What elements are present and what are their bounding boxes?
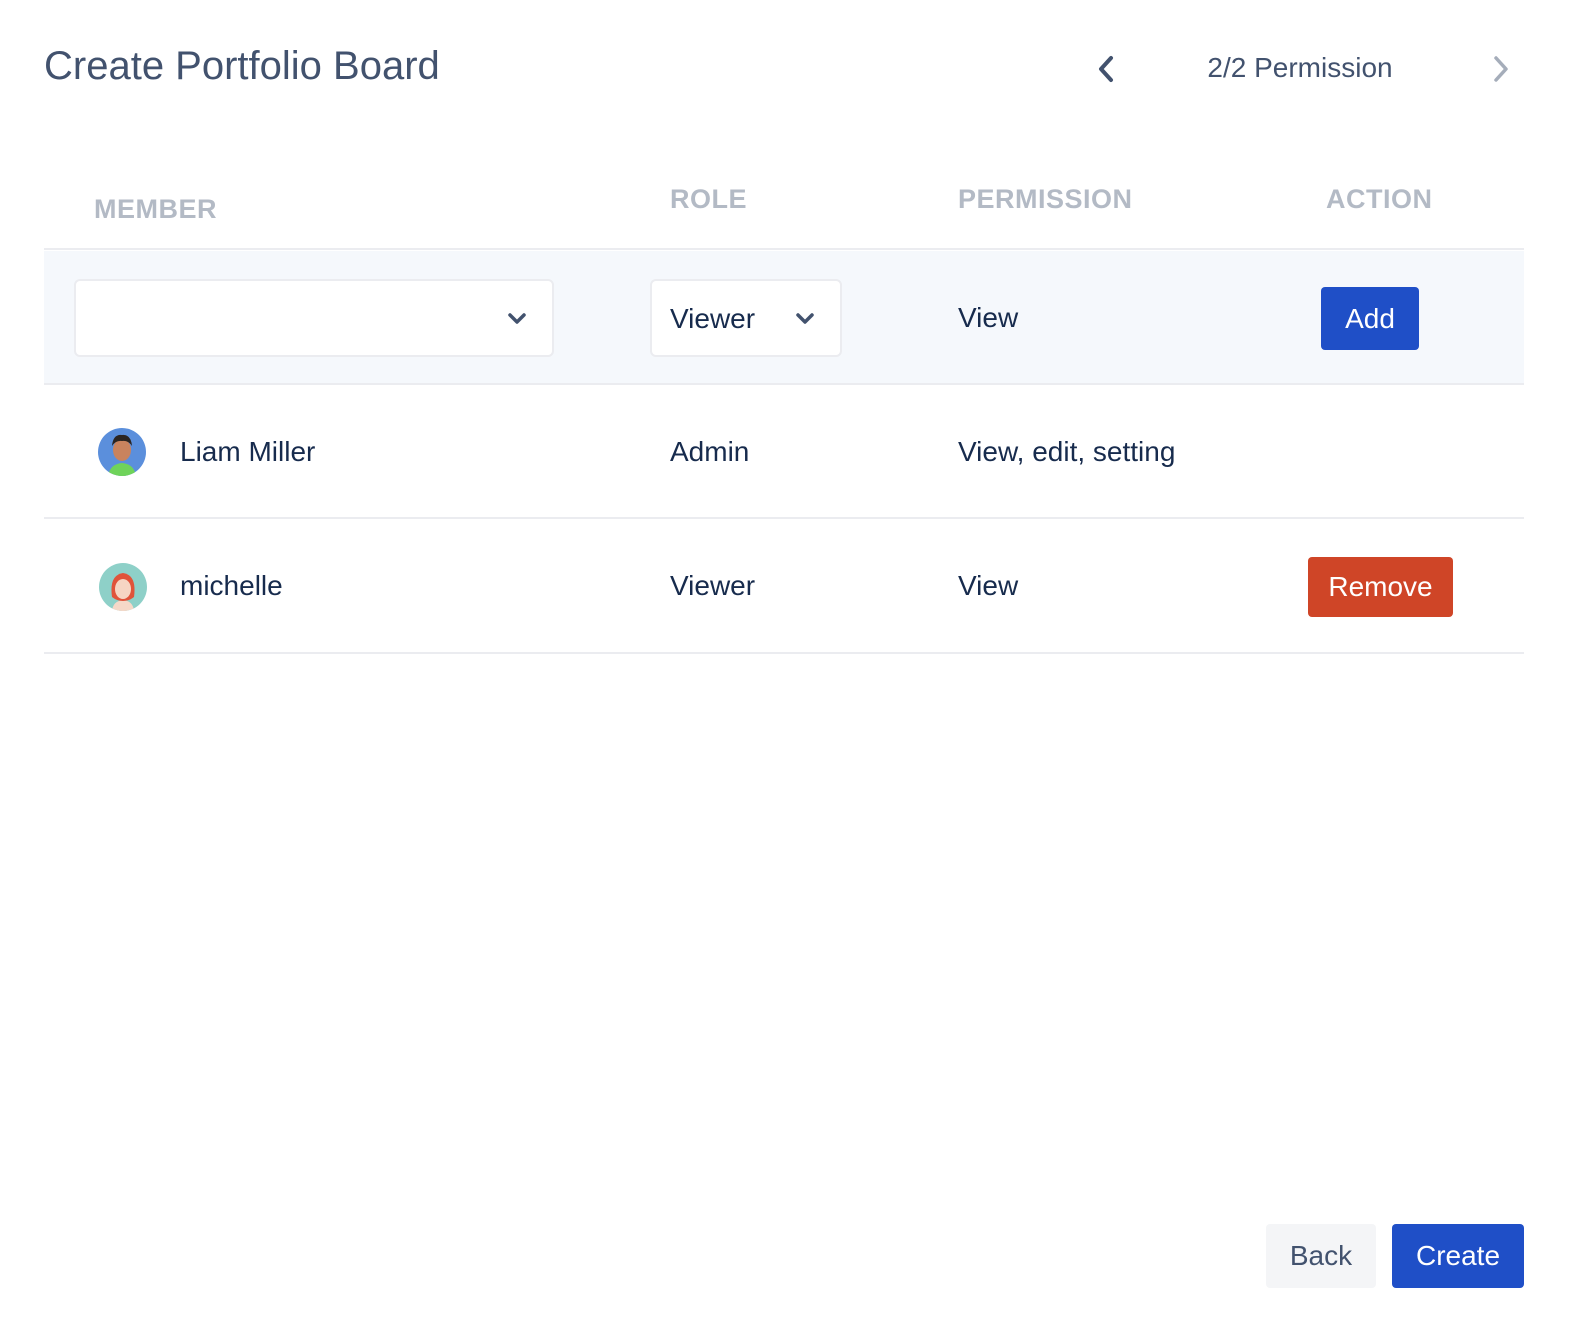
next-step-button[interactable] <box>1486 52 1516 86</box>
avatar <box>99 563 147 611</box>
column-header-role: ROLE <box>670 184 748 214</box>
back-button[interactable]: Back <box>1266 1224 1376 1288</box>
member-role: Admin <box>670 436 750 467</box>
previous-step-button[interactable] <box>1092 52 1122 86</box>
create-button[interactable]: Create <box>1392 1224 1524 1288</box>
role-select[interactable]: Viewer <box>650 279 842 357</box>
male-avatar-icon <box>108 434 136 476</box>
member-permission: View, edit, setting <box>958 436 1176 467</box>
role-select-value: Viewer <box>670 303 756 334</box>
column-header-permission: PERMISSION <box>958 184 1133 214</box>
page-title: Create Portfolio Board <box>44 44 440 88</box>
step-indicator: 2/2 Permission <box>1207 52 1393 83</box>
chevron-down-icon <box>508 313 526 324</box>
divider <box>44 248 1524 250</box>
column-header-action: ACTION <box>1326 184 1433 214</box>
chevron-right-icon <box>1494 56 1508 82</box>
chevron-down-icon <box>796 313 814 324</box>
add-button[interactable]: Add <box>1321 287 1419 350</box>
member-permission: View <box>958 570 1019 601</box>
avatar <box>98 428 146 476</box>
column-header-member: MEMBER <box>94 194 217 224</box>
member-role: Viewer <box>670 570 756 601</box>
female-avatar-icon <box>111 573 135 611</box>
add-row-permission: View <box>958 302 1019 333</box>
member-select[interactable] <box>74 279 554 357</box>
member-name: Liam Miller <box>180 436 316 467</box>
remove-button[interactable]: Remove <box>1308 557 1453 617</box>
divider <box>44 517 1524 519</box>
chevron-left-icon <box>1099 56 1113 82</box>
divider <box>44 383 1524 385</box>
divider <box>44 652 1524 654</box>
member-name: michelle <box>180 570 283 601</box>
